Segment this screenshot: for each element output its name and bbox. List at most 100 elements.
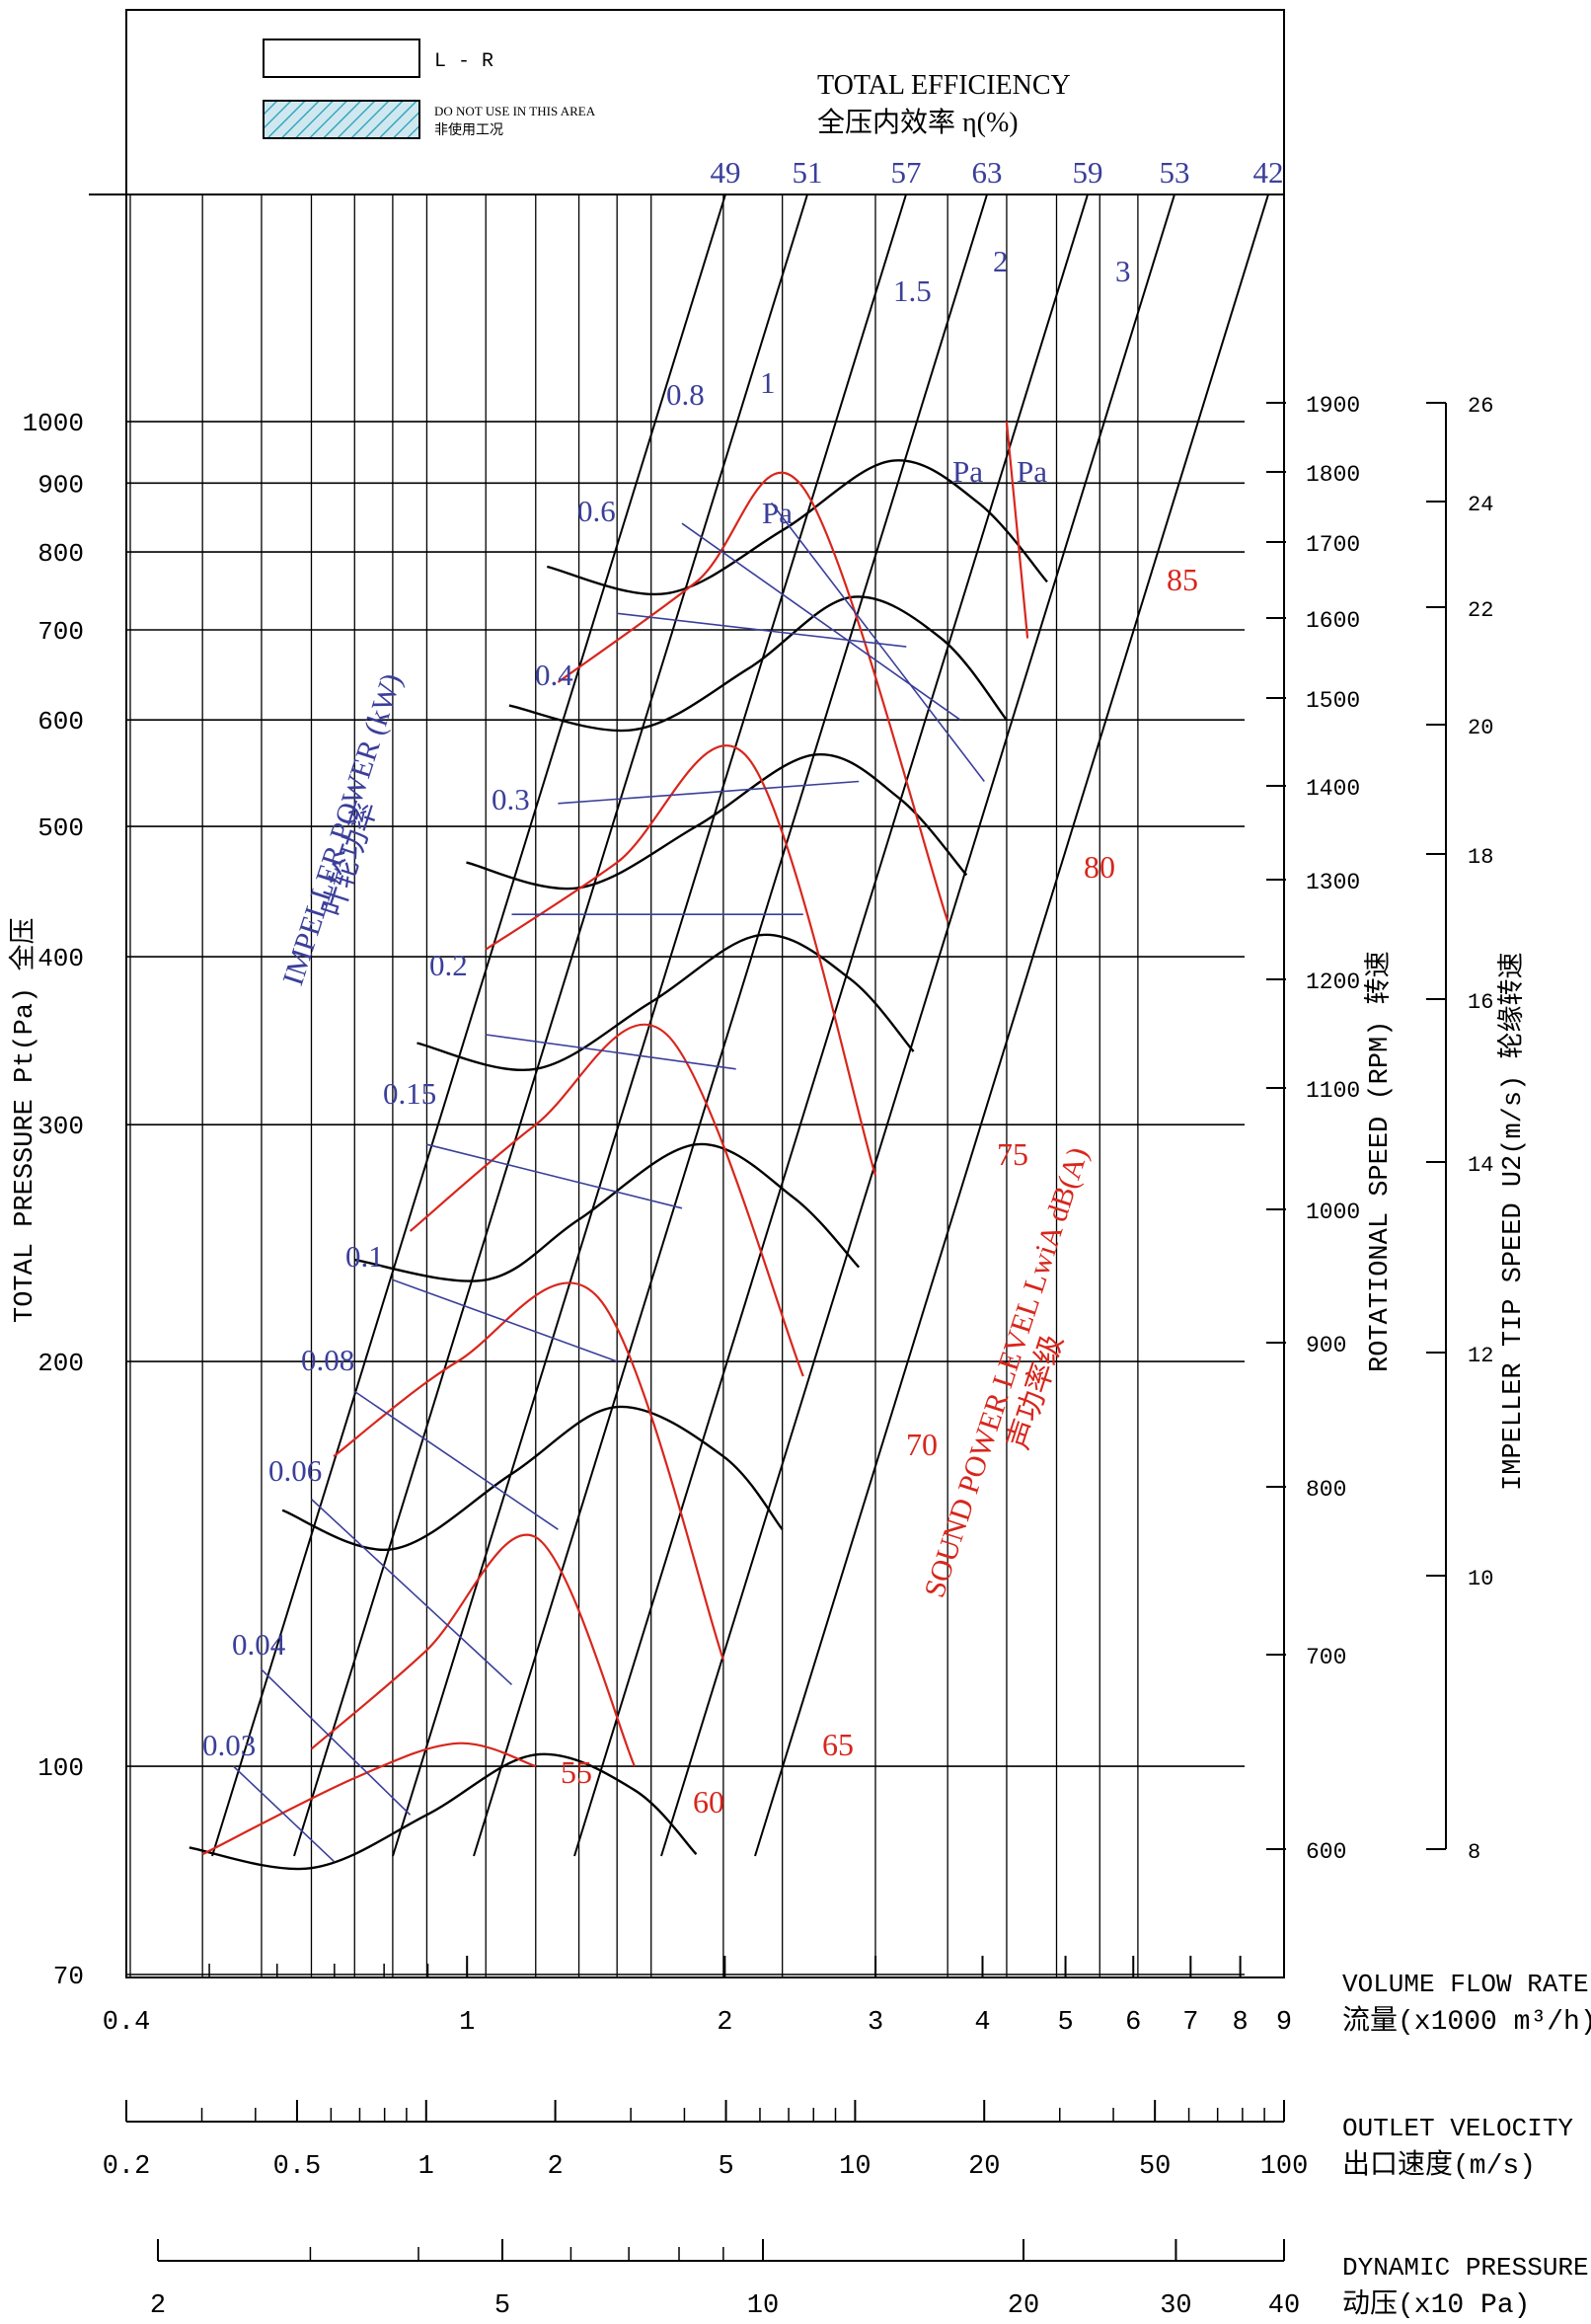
- bottom-axis-label-cn: 动压(x10 Pa): [1342, 2288, 1530, 2321]
- tip-speed-tick-label: 22: [1468, 598, 1493, 623]
- y-axis: 70 100 200 300 400 500 600 700 800 900 1000: [23, 409, 84, 1991]
- efficiency-line: [211, 194, 726, 1857]
- rpm-tick-label: 700: [1306, 1645, 1346, 1670]
- sound-curve-3: [409, 1023, 804, 1377]
- power-curve-5: [426, 1143, 683, 1209]
- sound-value-label: 65: [822, 1727, 854, 1762]
- efficiency-line: [293, 194, 808, 1857]
- bottom-axis-label-cn: 出口速度(m/s): [1342, 2148, 1536, 2182]
- bottom-axis-tick-label: 2: [717, 2008, 732, 2038]
- fan-curve-1000: [354, 1142, 861, 1282]
- power-value-label: 3: [1115, 254, 1131, 288]
- legend: L - R DO NOT USE IN THIS AREA 非使用工况: [263, 39, 596, 139]
- bottom-axis-tick-label: 20: [1008, 2291, 1039, 2321]
- rpm-tick-label: 1900: [1306, 393, 1360, 419]
- power-curve-8: [558, 780, 860, 805]
- tip-speed-tick-label: 8: [1468, 1840, 1480, 1865]
- bottom-axis-tick-label: 40: [1268, 2291, 1300, 2321]
- efficiency-ticks: 49 51 57 63 59 53 42: [211, 155, 1284, 1857]
- bottom-axis-label-en: VOLUME FLOW RATE: [1342, 1970, 1589, 1999]
- sound-curve-5: [557, 471, 949, 922]
- unit-label: Pa: [1017, 454, 1047, 489]
- power-curve-10: [681, 522, 961, 721]
- bottom-axis-tick-label: 3: [868, 2008, 883, 2038]
- y-tick-label: 300: [38, 1112, 84, 1141]
- bottom-axis-tick-label: 0.5: [273, 2152, 322, 2182]
- power-value-label: 0.04: [232, 1627, 286, 1662]
- bottom-axis-tick-label: 4: [974, 2008, 990, 2038]
- y-tick-label: 200: [38, 1349, 84, 1378]
- legend-hatched-label-cn: 非使用工况: [434, 121, 503, 138]
- efficiency-tick-label: 42: [1253, 155, 1284, 190]
- tip-speed-tick-label: 14: [1468, 1153, 1493, 1178]
- sound-curve-0: [201, 1742, 537, 1856]
- fan-curve-1800: [547, 459, 1048, 596]
- rpm-tick-label: 1500: [1306, 688, 1360, 714]
- tip-speed-tick-label: 10: [1468, 1567, 1493, 1591]
- power-curve-6: [486, 1034, 736, 1070]
- tip-speed-tick-label: 12: [1468, 1344, 1493, 1368]
- power-curve-9: [617, 612, 907, 648]
- rpm-tick-label: 1400: [1306, 776, 1360, 802]
- efficiency-tick-label: 51: [793, 155, 823, 190]
- sound-value-label: 75: [997, 1136, 1028, 1172]
- power-value-label: 0.4: [535, 658, 573, 692]
- efficiency-tick-label: 63: [972, 155, 1003, 190]
- efficiency-line: [473, 194, 988, 1857]
- y-tick-label: 400: [38, 944, 84, 973]
- legend-hatched-swatch: [263, 100, 420, 139]
- tip-speed-axis-label: IMPELLER TIP SPEED U2(m/s) 轮缘转速: [1496, 953, 1529, 1491]
- bottom-axis-tick-label: 6: [1125, 2008, 1141, 2038]
- rpm-tick-label: 1000: [1306, 1200, 1360, 1225]
- bottom-axis-tick-label: 1: [459, 2008, 475, 2038]
- fan-curve-1200: [417, 933, 915, 1072]
- power-curve-3: [353, 1390, 559, 1530]
- efficiency-line: [754, 194, 1269, 1857]
- chart-title-en: TOTAL EFFICIENCY: [817, 70, 1071, 101]
- power-value-label: 2: [993, 244, 1009, 278]
- tip-speed-tick-label: 24: [1468, 493, 1493, 517]
- rpm-tick-label: 1100: [1306, 1078, 1360, 1104]
- efficiency-tick-label: 49: [711, 155, 741, 190]
- sound-curve-1: [310, 1533, 636, 1767]
- y-tick-label: 900: [38, 470, 84, 500]
- power-curve-1: [261, 1668, 412, 1816]
- y-tick-label: 600: [38, 707, 84, 736]
- power-curve-11: [770, 502, 985, 782]
- bottom-axis-label-en: OUTLET VELOCITY: [1342, 2114, 1573, 2143]
- bottom-axes: 0.4 1 2 3 4 5 6 7 8 9 VOLUME FLOW RATE 流量(x1000 m³/…: [103, 1956, 1591, 2321]
- rpm-tick-label: 1200: [1306, 969, 1360, 995]
- fan-curve-800: [281, 1405, 784, 1552]
- rpm-tick-label: 1800: [1306, 462, 1360, 488]
- plot-frame: [125, 9, 1285, 1978]
- power-value-label: 0.1: [345, 1239, 384, 1274]
- bottom-axis-tick-label: 100: [1260, 2152, 1309, 2182]
- power-curve-0: [232, 1765, 335, 1862]
- rpm-tick-label: 600: [1306, 1839, 1346, 1865]
- y-tick-label: 800: [38, 539, 84, 569]
- power-value-label: 0.2: [429, 948, 468, 982]
- bottom-axis-tick-label: 9: [1276, 2008, 1292, 2038]
- tip-speed-tick-label: 20: [1468, 716, 1493, 740]
- grid: [126, 194, 1245, 1977]
- power-value-label: 0.03: [202, 1728, 256, 1762]
- power-value-label: 0.8: [666, 377, 705, 412]
- sound-value-label: 80: [1084, 849, 1115, 885]
- bottom-axis-tick-label: 30: [1160, 2291, 1191, 2321]
- power-value-label: 1.5: [893, 273, 932, 308]
- efficiency-tick-label: 59: [1073, 155, 1103, 190]
- bottom-axis-label-cn: 流量(x1000 m³/h): [1342, 2004, 1591, 2038]
- power-value-label: 0.15: [383, 1076, 436, 1111]
- tip-speed-tick-label: 18: [1468, 845, 1493, 870]
- fan-curve-1400: [466, 752, 968, 891]
- y-tick-label: 500: [38, 813, 84, 843]
- rpm-tick-label: 800: [1306, 1477, 1346, 1503]
- sound-curve-6: [1005, 421, 1029, 639]
- bottom-axis-tick-label: 2: [548, 2152, 564, 2182]
- sound-curve-4: [485, 744, 877, 1177]
- rpm-tick-label: 1300: [1306, 870, 1360, 895]
- right-axes: 600 700 800 900 1000 1100 1200 1300 1400 1500 1600…: [1266, 393, 1493, 1865]
- rpm-tick-label: 1600: [1306, 608, 1360, 634]
- efficiency-line: [660, 194, 1175, 1857]
